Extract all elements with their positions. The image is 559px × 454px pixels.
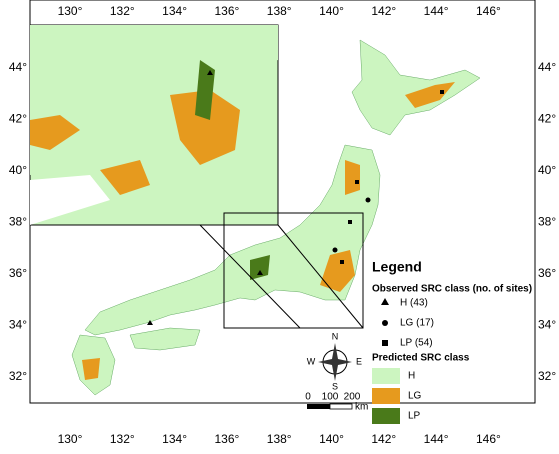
left-lat-label: 36°	[9, 266, 27, 280]
legend-predicted-item: LG	[408, 391, 422, 402]
compass-n: N	[332, 331, 339, 341]
right-lat-label: 36°	[538, 266, 556, 280]
top-lon-label: 140°	[319, 4, 344, 18]
scale-label: 200	[344, 392, 361, 403]
site-lp	[348, 220, 352, 224]
legend-h-marker	[381, 298, 389, 305]
lp-area	[250, 255, 270, 280]
legend-predicted-item: H	[408, 371, 415, 382]
legend-title: Legend	[372, 259, 422, 275]
scale-unit: km	[355, 402, 368, 413]
top-lon-label: 144°	[424, 4, 449, 18]
legend-observed-item: LP (54)	[400, 338, 433, 349]
site-lp	[340, 260, 344, 264]
left-lat-label: 34°	[9, 318, 27, 332]
site-lp	[355, 180, 359, 184]
legend-predicted-title: Predicted SRC class	[372, 353, 470, 364]
site-markers	[147, 70, 444, 325]
left-lat-label: 32°	[9, 369, 27, 383]
bottom-lon-label: 130°	[58, 432, 83, 446]
compass-star	[318, 343, 352, 381]
left-lat-label: 40°	[9, 163, 27, 177]
scale-label: 100	[322, 392, 339, 403]
top-lon-label: 132°	[110, 4, 135, 18]
bottom-lon-label: 142°	[371, 432, 396, 446]
right-lat-label: 44°	[538, 60, 556, 74]
site-lp	[440, 90, 444, 94]
lg-area	[82, 358, 100, 380]
top-lon-label: 136°	[214, 4, 239, 18]
site-lg	[332, 247, 338, 253]
scale-bar	[307, 404, 330, 409]
inset-land	[30, 25, 278, 175]
top-lon-label: 138°	[267, 4, 292, 18]
compass-e: E	[356, 356, 362, 366]
right-lat-label: 42°	[538, 112, 556, 126]
compass-s: S	[332, 381, 338, 391]
top-lon-label: 134°	[162, 4, 187, 18]
legend-swatch-h	[372, 368, 400, 384]
right-lat-label: 32°	[538, 369, 556, 383]
bottom-lon-label: 138°	[267, 432, 292, 446]
scale-label: 0	[305, 392, 311, 403]
left-lat-label: 42°	[9, 112, 27, 126]
left-lat-label: 44°	[9, 60, 27, 74]
bottom-lon-label: 140°	[319, 432, 344, 446]
site-h	[257, 270, 263, 275]
inset-lg	[170, 90, 240, 165]
legend-swatch-lg	[372, 388, 400, 404]
lg-area	[405, 82, 455, 108]
legend-observed-item: LG (17)	[400, 318, 434, 329]
land-shikoku	[129, 327, 201, 351]
inset-lg	[100, 160, 150, 195]
legend-predicted-item: LP	[408, 411, 421, 422]
site-h	[147, 320, 153, 325]
inset-sea	[30, 175, 110, 225]
inset-lg	[30, 115, 80, 150]
zoom-box	[223, 212, 364, 329]
right-lat-label: 34°	[538, 318, 556, 332]
site-lg	[365, 197, 371, 203]
site-h	[207, 70, 213, 75]
zoom-line	[199, 224, 301, 329]
bottom-lon-label: 132°	[110, 432, 135, 446]
right-lat-label: 38°	[538, 215, 556, 229]
scale-bar	[329, 403, 353, 410]
land-hokkaido	[351, 39, 481, 136]
top-lon-label: 146°	[476, 4, 501, 18]
legend-lg-marker	[382, 320, 388, 326]
compass	[318, 343, 352, 381]
right-lat-label: 40°	[538, 163, 556, 177]
top-lon-label: 142°	[371, 4, 396, 18]
bottom-lon-label: 136°	[214, 432, 239, 446]
bottom-lon-label: 144°	[424, 432, 449, 446]
zoom-line	[277, 224, 364, 329]
top-lon-label: 130°	[58, 4, 83, 18]
bottom-lon-label: 134°	[162, 432, 187, 446]
lg-area	[320, 250, 355, 292]
legend-observed-title: Observed SRC class (no. of sites)	[372, 284, 532, 295]
graticule-labels: 130° 132° 134° 136° 138° 140° 142° 144° 146° 130°…	[9, 4, 557, 446]
legend-swatch-lp	[372, 408, 400, 424]
legend-lp-marker	[382, 340, 388, 346]
left-lat-label: 38°	[9, 215, 27, 229]
bottom-lon-label: 146°	[476, 432, 501, 446]
legend-observed-item: H (43)	[400, 298, 428, 309]
compass-w: W	[307, 356, 316, 366]
lg-area	[345, 160, 360, 195]
